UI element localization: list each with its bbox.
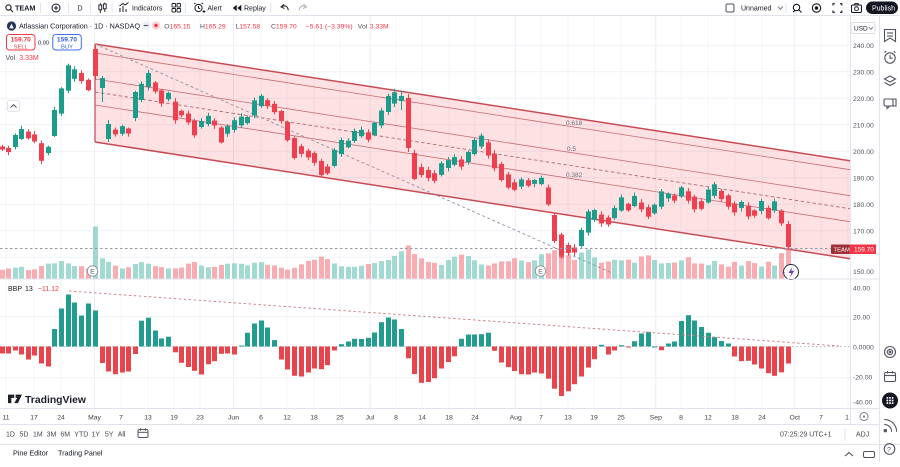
svg-text:25: 25 <box>617 415 625 422</box>
svg-text:6: 6 <box>259 415 263 422</box>
svg-text:230.00: 230.00 <box>853 69 874 76</box>
svg-text:19: 19 <box>590 415 598 422</box>
svg-text:SELL: SELL <box>14 44 29 50</box>
svg-text:1M: 1M <box>33 432 43 439</box>
svg-text:Pine Editor: Pine Editor <box>13 449 49 458</box>
svg-text:12: 12 <box>704 415 712 422</box>
svg-text:Alert: Alert <box>207 6 221 13</box>
svg-text:Oct: Oct <box>790 415 801 422</box>
svg-text:220.00: 220.00 <box>853 96 874 103</box>
svg-text:All: All <box>118 432 126 439</box>
svg-text:Trading Panel: Trading Panel <box>58 449 103 458</box>
svg-text:D: D <box>78 6 83 13</box>
svg-text:210.00: 210.00 <box>853 122 874 129</box>
svg-text:1: 1 <box>845 415 849 422</box>
svg-text:23: 23 <box>196 415 204 422</box>
svg-text:3M: 3M <box>47 432 57 439</box>
svg-text:TEAM: TEAM <box>15 3 35 12</box>
svg-text:1D: 1D <box>6 432 15 439</box>
svg-text:159.70: 159.70 <box>57 37 78 44</box>
svg-text:159.70: 159.70 <box>854 247 874 254</box>
svg-text:24: 24 <box>57 415 65 422</box>
svg-text:1Y: 1Y <box>92 432 101 439</box>
svg-text:17: 17 <box>30 415 38 422</box>
svg-text:6M: 6M <box>60 432 70 439</box>
svg-text:159.70: 159.70 <box>11 37 32 44</box>
svg-text:Jun: Jun <box>228 415 239 422</box>
svg-text:Unnamed: Unnamed <box>741 6 771 13</box>
svg-text:Indicators: Indicators <box>132 6 163 13</box>
svg-text:H165.29: H165.29 <box>200 24 226 31</box>
svg-text:YTD: YTD <box>74 432 88 439</box>
svg-text:7: 7 <box>119 415 123 422</box>
svg-text:18: 18 <box>731 415 739 422</box>
svg-text:18: 18 <box>445 415 453 422</box>
svg-text:19: 19 <box>170 415 178 422</box>
svg-text:180.00: 180.00 <box>853 202 874 209</box>
svg-text:0.5: 0.5 <box>567 146 576 153</box>
svg-text:−5.61 (−3.39%): −5.61 (−3.39%) <box>306 24 353 31</box>
svg-text:150.00: 150.00 <box>853 269 874 276</box>
svg-text:25: 25 <box>336 415 344 422</box>
svg-text:E: E <box>90 269 95 276</box>
svg-text:40.00: 40.00 <box>853 286 870 293</box>
svg-text:8: 8 <box>394 415 398 422</box>
svg-text:Jul: Jul <box>366 415 375 422</box>
svg-text:5D: 5D <box>20 432 29 439</box>
svg-text:190.00: 190.00 <box>853 175 874 182</box>
svg-text:07:25:29 UTC+1: 07:25:29 UTC+1 <box>780 432 832 439</box>
svg-text:Publish: Publish <box>872 6 895 13</box>
svg-text:E: E <box>538 269 543 276</box>
svg-text:0.618: 0.618 <box>566 120 583 127</box>
svg-text:24: 24 <box>471 415 479 422</box>
svg-text:+: + <box>782 271 786 277</box>
svg-text:14: 14 <box>418 415 426 422</box>
svg-text:20.00: 20.00 <box>853 314 870 321</box>
svg-text:TradingView: TradingView <box>25 395 87 406</box>
svg-text:ADJ: ADJ <box>856 432 869 439</box>
svg-text:5Y: 5Y <box>105 432 114 439</box>
svg-text:240.00: 240.00 <box>853 43 874 50</box>
svg-text:USD: USD <box>854 26 868 33</box>
svg-text:-40.00: -40.00 <box>853 400 872 407</box>
svg-text:L157.58: L157.58 <box>236 24 261 31</box>
svg-text:7: 7 <box>819 415 823 422</box>
svg-text:11: 11 <box>2 415 9 422</box>
svg-text:12: 12 <box>283 415 291 422</box>
svg-text:May: May <box>88 415 101 422</box>
svg-text:0.382: 0.382 <box>566 172 583 179</box>
svg-text:Vol: Vol <box>358 24 368 31</box>
svg-text:?: ? <box>887 447 891 454</box>
svg-text:TEAM: TEAM <box>834 248 850 254</box>
svg-text:7: 7 <box>539 415 543 422</box>
svg-text:-20.00: -20.00 <box>853 375 872 382</box>
svg-text:200.00: 200.00 <box>853 149 874 156</box>
svg-text:C159.70: C159.70 <box>271 24 297 31</box>
svg-text:170.00: 170.00 <box>853 228 874 235</box>
svg-text:13: 13 <box>144 415 152 422</box>
svg-text:Sep: Sep <box>650 415 662 422</box>
svg-text:O165.15: O165.15 <box>164 24 190 31</box>
svg-text:Atlassian Corporation · 1D · N: Atlassian Corporation · 1D · NASDAQ <box>19 22 140 31</box>
svg-text:BUY: BUY <box>61 44 73 50</box>
svg-text:18: 18 <box>310 415 318 422</box>
svg-text:24: 24 <box>758 415 766 422</box>
svg-text:0.00: 0.00 <box>38 41 49 47</box>
svg-text:Replay: Replay <box>244 6 266 13</box>
svg-text:3.33M: 3.33M <box>370 24 389 31</box>
svg-text:13: 13 <box>564 415 572 422</box>
svg-text:Aug: Aug <box>510 415 522 422</box>
svg-text:8: 8 <box>679 415 683 422</box>
svg-text:0.0000: 0.0000 <box>853 344 874 351</box>
